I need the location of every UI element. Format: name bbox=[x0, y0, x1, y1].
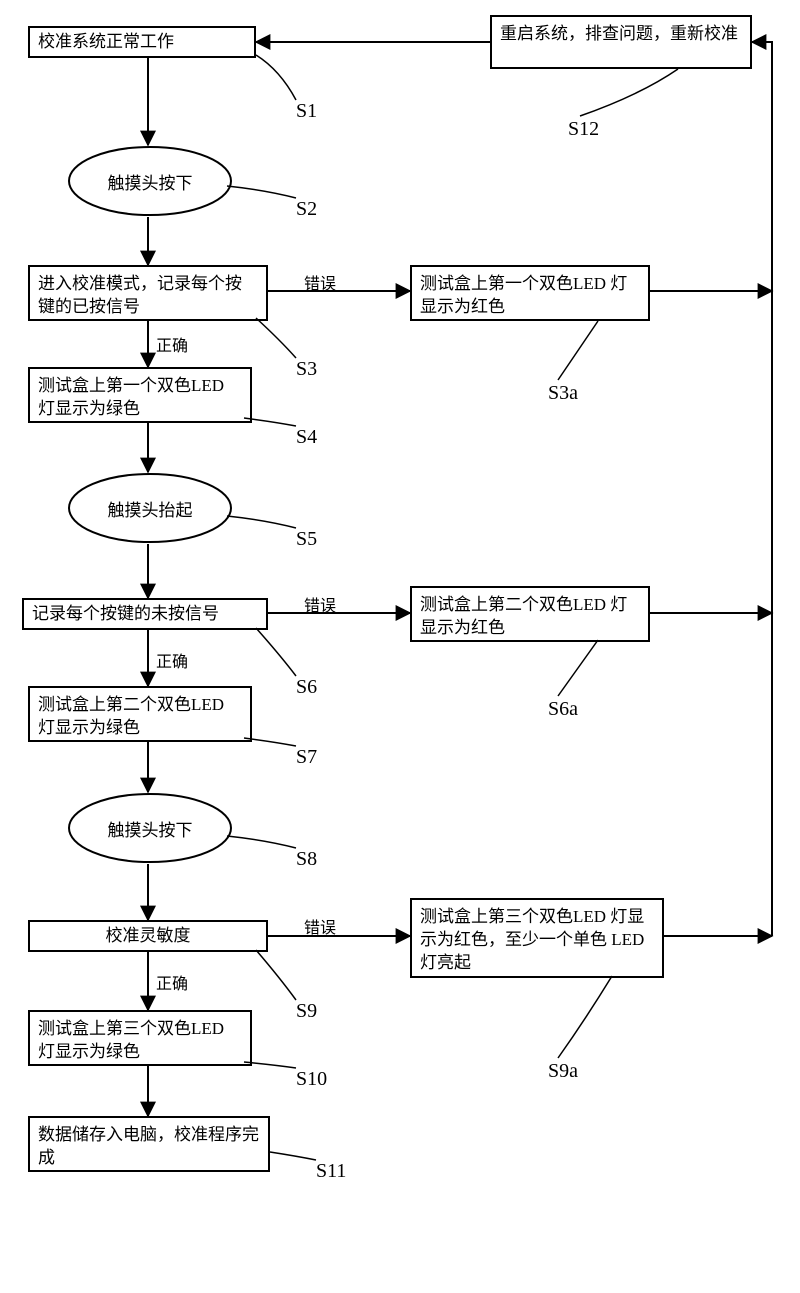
callout-s3 bbox=[256, 318, 296, 358]
node-s11: 数据储存入电脑，校准程序完成 bbox=[28, 1116, 270, 1172]
node-s2: 触摸头按下 bbox=[67, 145, 233, 217]
step-s1: S1 bbox=[296, 100, 317, 123]
callout-s9 bbox=[256, 950, 296, 1000]
label-s3-error: 错误 bbox=[304, 270, 336, 294]
step-s9: S9 bbox=[296, 1000, 317, 1023]
node-s11-text: 数据储存入电脑，校准程序完成 bbox=[38, 1125, 259, 1167]
step-s9a: S9a bbox=[548, 1060, 578, 1083]
callout-s6a bbox=[558, 640, 598, 696]
label-s9-correct: 正确 bbox=[156, 970, 188, 994]
callout-s12 bbox=[580, 69, 678, 116]
callout-s1 bbox=[256, 55, 296, 100]
node-s4: 测试盒上第一个双色LED 灯显示为绿色 bbox=[28, 367, 252, 423]
step-s8: S8 bbox=[296, 848, 317, 871]
node-s7-text: 测试盒上第二个双色LED 灯显示为绿色 bbox=[38, 695, 224, 737]
node-s9a-text: 测试盒上第三个双色LED 灯显示为红色，至少一个单色 LED 灯亮起 bbox=[420, 907, 644, 972]
node-s9-text: 校准灵敏度 bbox=[106, 925, 191, 948]
step-s5: S5 bbox=[296, 528, 317, 551]
callout-s2 bbox=[227, 186, 296, 198]
callout-s5 bbox=[227, 516, 296, 528]
node-s6-text: 记录每个按键的未按信号 bbox=[32, 603, 219, 626]
node-s12: 重启系统，排查问题，重新校准 bbox=[490, 15, 752, 69]
edge-bus-s12 bbox=[752, 42, 772, 936]
node-s2-text: 触摸头按下 bbox=[108, 169, 193, 194]
node-s6a-text: 测试盒上第二个双色LED 灯显示为红色 bbox=[420, 595, 627, 637]
node-s6: 记录每个按键的未按信号 bbox=[22, 598, 268, 630]
node-s8: 触摸头按下 bbox=[67, 792, 233, 864]
step-s6a: S6a bbox=[548, 698, 578, 721]
step-s11: S11 bbox=[316, 1160, 346, 1183]
callout-s3a bbox=[558, 321, 598, 380]
step-s10: S10 bbox=[296, 1068, 327, 1091]
node-s3: 进入校准模式，记录每个按键的已按信号 bbox=[28, 265, 268, 321]
node-s1: 校准系统正常工作 bbox=[28, 26, 256, 58]
node-s10-text: 测试盒上第三个双色LED 灯显示为绿色 bbox=[38, 1019, 224, 1061]
node-s7: 测试盒上第二个双色LED 灯显示为绿色 bbox=[28, 686, 252, 742]
node-s9a: 测试盒上第三个双色LED 灯显示为红色，至少一个单色 LED 灯亮起 bbox=[410, 898, 664, 978]
label-s3-correct: 正确 bbox=[156, 332, 188, 356]
label-s9-error: 错误 bbox=[304, 914, 336, 938]
node-s5-text: 触摸头抬起 bbox=[108, 496, 193, 521]
node-s3a: 测试盒上第一个双色LED 灯显示为红色 bbox=[410, 265, 650, 321]
step-s3: S3 bbox=[296, 358, 317, 381]
callout-s6 bbox=[256, 628, 296, 676]
node-s6a: 测试盒上第二个双色LED 灯显示为红色 bbox=[410, 586, 650, 642]
callout-s11 bbox=[270, 1152, 316, 1160]
step-s3a: S3a bbox=[548, 382, 578, 405]
step-s6: S6 bbox=[296, 676, 317, 699]
node-s12-text: 重启系统，排查问题，重新校准 bbox=[500, 24, 738, 43]
callout-s9a bbox=[558, 976, 612, 1058]
flowchart-canvas: 校准系统正常工作 重启系统，排查问题，重新校准 触摸头按下 进入校准模式，记录每… bbox=[0, 0, 800, 1293]
node-s5: 触摸头抬起 bbox=[67, 472, 233, 544]
callout-s8 bbox=[227, 836, 296, 848]
step-s7: S7 bbox=[296, 746, 317, 769]
label-s6-error: 错误 bbox=[304, 592, 336, 616]
step-s12: S12 bbox=[568, 118, 599, 141]
node-s3-text: 进入校准模式，记录每个按键的已按信号 bbox=[38, 274, 242, 316]
node-s9: 校准灵敏度 bbox=[28, 920, 268, 952]
step-s4: S4 bbox=[296, 426, 317, 449]
node-s8-text: 触摸头按下 bbox=[108, 816, 193, 841]
node-s1-text: 校准系统正常工作 bbox=[38, 31, 174, 54]
label-s6-correct: 正确 bbox=[156, 648, 188, 672]
node-s3a-text: 测试盒上第一个双色LED 灯显示为红色 bbox=[420, 274, 627, 316]
node-s10: 测试盒上第三个双色LED 灯显示为绿色 bbox=[28, 1010, 252, 1066]
step-s2: S2 bbox=[296, 198, 317, 221]
node-s4-text: 测试盒上第一个双色LED 灯显示为绿色 bbox=[38, 376, 224, 418]
